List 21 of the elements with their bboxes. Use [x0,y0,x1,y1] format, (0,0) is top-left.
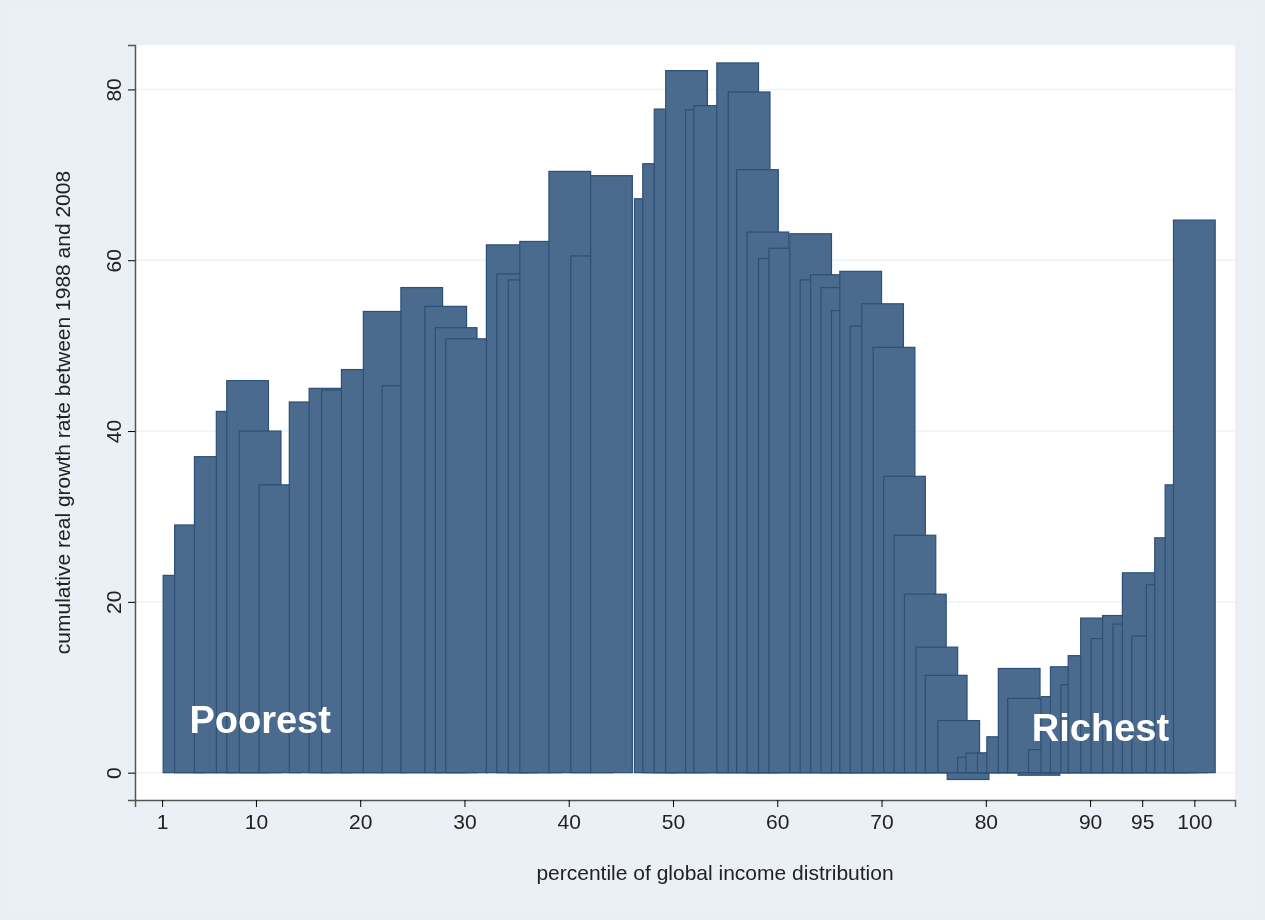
x-tick-label: 60 [766,809,790,833]
y-tick-label: 0 [102,767,125,780]
annotation: Richest [1031,706,1170,749]
x-tick-label: 1 [156,809,169,833]
y-tick-label: 80 [102,78,125,102]
x-tick-label: 95 [1131,809,1155,833]
x-axis-title: percentile of global income distribution [536,861,894,884]
x-tick-label: 80 [974,809,998,833]
y-axis-title: cumulative real growth rate between 1988 and 2008 [51,170,74,655]
y-tick-label: 60 [102,249,125,273]
x-tick-label: 90 [1078,809,1103,833]
x-tick-label: 50 [661,809,686,833]
x-tick-label: 70 [870,809,894,833]
x-tick-label: 10 [244,809,269,833]
y-tick-label: 20 [102,590,125,615]
y-tick-label: 40 [102,419,125,444]
x-tick-label: 100 [1177,809,1213,833]
x-tick-label: 20 [349,809,373,833]
x-tick-label: 30 [453,809,477,833]
x-tick-label: 40 [557,809,581,833]
annotation: Poorest [189,699,332,742]
